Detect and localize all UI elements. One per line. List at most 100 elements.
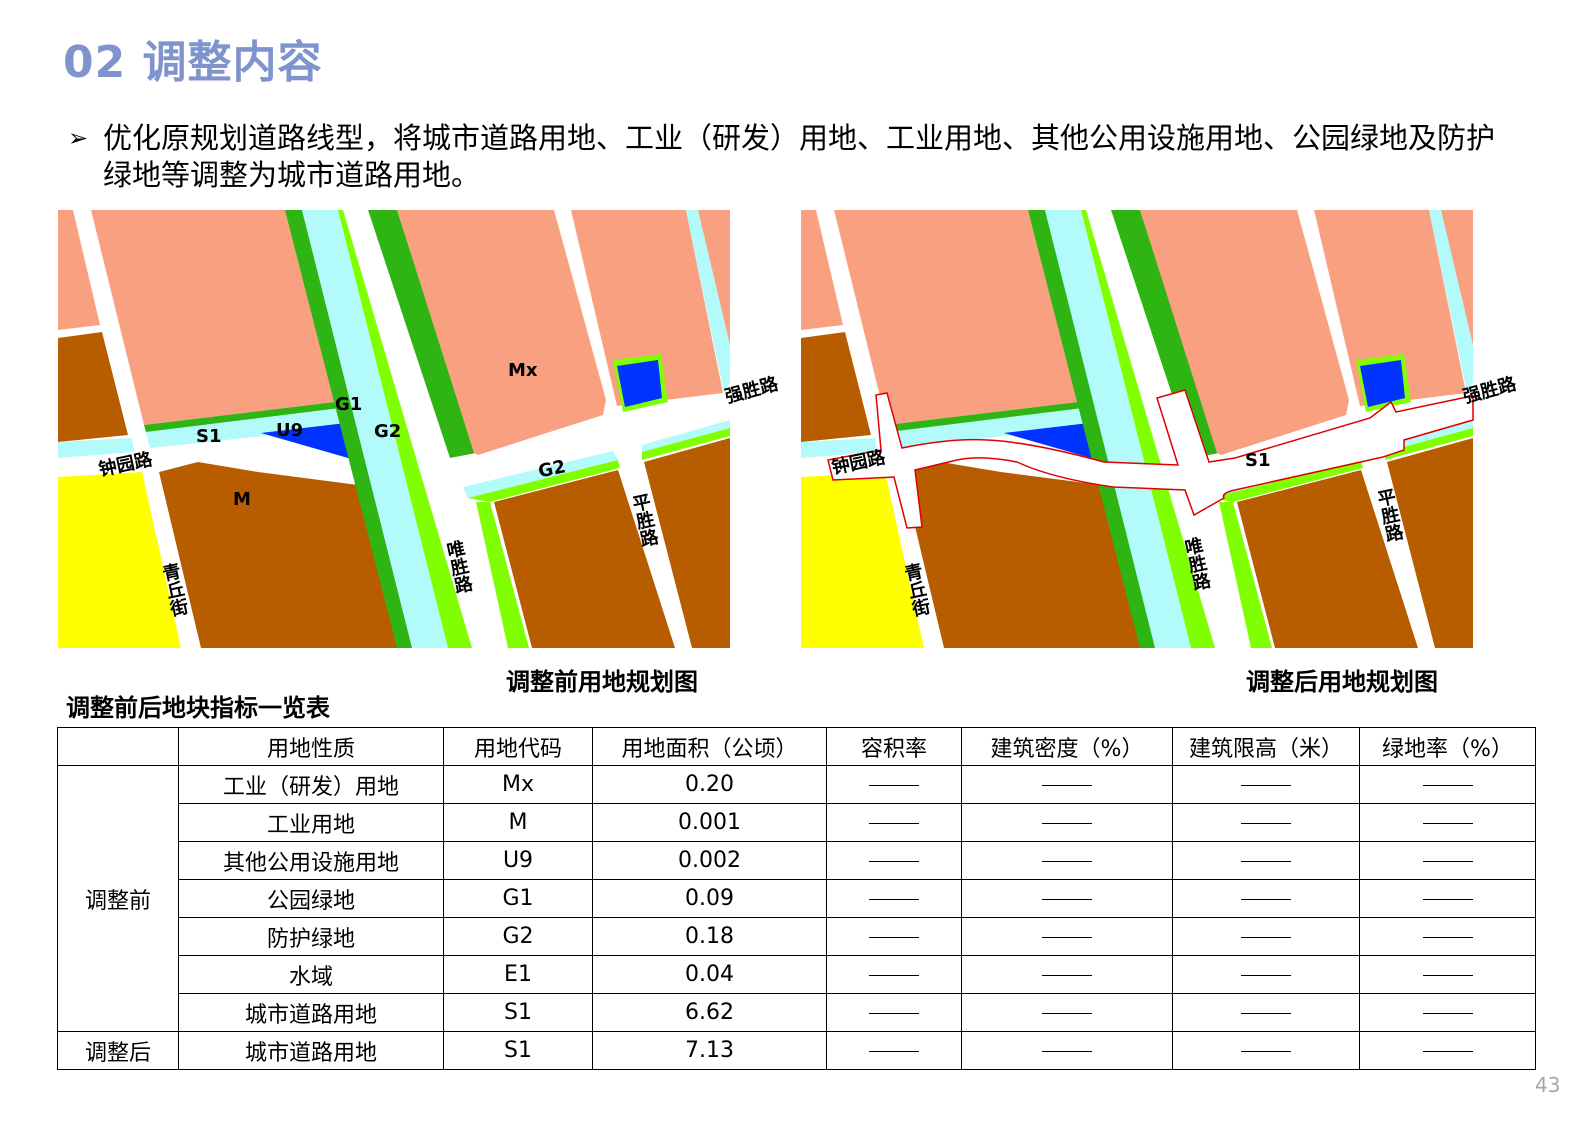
block-mx-north (834, 210, 1078, 425)
water-strip-ne (686, 210, 730, 393)
column-header: 建筑限高（米） (1172, 727, 1360, 766)
empty-dash (1241, 936, 1291, 938)
empty-dash (1241, 974, 1291, 976)
water-strip-e (642, 420, 730, 452)
cell-code: M (443, 803, 593, 842)
adjusted-road-boundary (827, 389, 1474, 529)
map-after-caption: 调整后用地规划图 (1246, 668, 1438, 696)
cell-empty (961, 841, 1173, 880)
cell-empty (1172, 841, 1360, 880)
label-m: M (233, 489, 251, 510)
cell-nature: 水域 (178, 955, 444, 994)
green-g1-strip (285, 210, 414, 648)
column-header: 用地性质 (178, 727, 444, 766)
empty-dash (1422, 974, 1473, 976)
cell-nature: 城市道路用地 (178, 1031, 444, 1070)
water-strip-e (1385, 420, 1473, 452)
green-strip-e (1385, 428, 1473, 460)
cell-empty (961, 879, 1173, 918)
green-strip-north (887, 402, 1081, 432)
block-ne-corner (1441, 210, 1473, 345)
empty-dash (869, 822, 919, 824)
cell-area: 0.20 (592, 765, 827, 804)
block-se (494, 470, 675, 648)
column-header: 绿地率（%） (1359, 727, 1536, 766)
road-label-qiangsheng: 强胜路 (723, 372, 782, 407)
empty-dash (1422, 898, 1473, 900)
empty-dash (1042, 1012, 1092, 1014)
cell-code: S1 (443, 993, 593, 1032)
empty-dash (1422, 822, 1473, 824)
label-s1: S1 (196, 426, 222, 447)
column-header: 建筑密度（%） (961, 727, 1173, 766)
cell-area: 0.002 (592, 841, 827, 880)
label-mx: Mx (508, 360, 538, 381)
block-yellow (801, 472, 924, 648)
empty-dash (1241, 898, 1291, 900)
empty-dash (869, 936, 919, 938)
cell-nature: 防护绿地 (178, 917, 444, 956)
block-mx (397, 210, 606, 455)
block-e (644, 438, 730, 648)
block-mx-ne (571, 210, 723, 406)
cell-nature: 工业用地 (178, 803, 444, 842)
bullet-point: ➢ 优化原规划道路线型，将城市道路用地、工业（研发）用地、工业用地、其他公用设施… (68, 120, 1518, 194)
cell-empty (1172, 879, 1360, 918)
cell-nature: 其他公用设施用地 (178, 841, 444, 880)
water-strip-se (463, 451, 618, 498)
block-mx-north (91, 210, 335, 425)
cell-area: 0.18 (592, 917, 827, 956)
group-label: 调整前 (57, 765, 179, 1032)
empty-dash (1042, 822, 1092, 824)
table-row: 水域 E1 0.04 (58, 955, 1536, 994)
cell-empty (961, 1031, 1173, 1070)
cell-nature: 工业（研发）用地 (178, 765, 444, 804)
column-header: 容积率 (826, 727, 962, 766)
utility-u9 (1004, 423, 1098, 460)
cell-empty (1172, 803, 1360, 842)
table-title: 调整前后地块指标一览表 (66, 694, 330, 722)
empty-dash (1422, 936, 1473, 938)
map-before-svg: Mx G1 S1 U9 G2 M G2 钟园路 唯胜路 青丘街 平胜路 强胜路 (58, 210, 781, 648)
green-strip-mx (368, 210, 476, 458)
canal (302, 210, 448, 648)
water-strip-s1 (146, 408, 358, 448)
land-use-blocks (58, 210, 730, 648)
cell-empty (1359, 765, 1536, 804)
cell-empty (1359, 917, 1536, 956)
cell-empty (961, 955, 1173, 994)
table-row: 防护绿地 G2 0.18 (58, 917, 1536, 956)
cell-empty (1172, 1031, 1360, 1070)
page-title: 02 调整内容 (63, 37, 323, 88)
table-row: 工业用地 M 0.001 (58, 803, 1536, 842)
cell-code: Mx (443, 765, 593, 804)
group-label: 调整后 (57, 1031, 179, 1070)
block-se (1237, 470, 1418, 648)
column-header: 用地代码 (443, 727, 593, 766)
cell-empty (961, 803, 1173, 842)
cell-nature: 公园绿地 (178, 879, 444, 918)
cell-empty (826, 955, 962, 994)
arrow-bullet-icon: ➢ (68, 124, 89, 152)
empty-dash (1042, 784, 1092, 786)
table-row: 调整后 城市道路用地 S1 7.13 (57, 1031, 1536, 1070)
table-row: 公园绿地 G1 0.09 (58, 879, 1536, 918)
cell-area: 0.09 (592, 879, 827, 918)
cell-empty (826, 1031, 962, 1070)
green-g2-road (1219, 502, 1272, 648)
green-strip-north (144, 402, 338, 432)
cell-code: E1 (443, 955, 593, 994)
block-m-west (801, 332, 871, 442)
map-before-caption: 调整前用地规划图 (506, 668, 698, 696)
cell-code: G1 (443, 879, 593, 918)
map-after: S1 钟园路 唯胜路 青丘街 平胜路 强胜路 (801, 210, 1519, 648)
cell-code: U9 (443, 841, 593, 880)
map-before: Mx G1 S1 U9 G2 M G2 钟园路 唯胜路 青丘街 平胜路 强胜路 (58, 210, 781, 648)
cell-code: S1 (443, 1031, 593, 1070)
label-s1: S1 (1245, 450, 1271, 471)
cell-empty (961, 765, 1173, 804)
cell-empty (1359, 803, 1536, 842)
land-use-blocks (801, 210, 1473, 648)
table-header-row: 用地性质 用地代码 用地面积（公顷） 容积率 建筑密度（%） 建筑限高（米） 绿地率（%） (57, 727, 1536, 766)
empty-dash (1042, 898, 1092, 900)
